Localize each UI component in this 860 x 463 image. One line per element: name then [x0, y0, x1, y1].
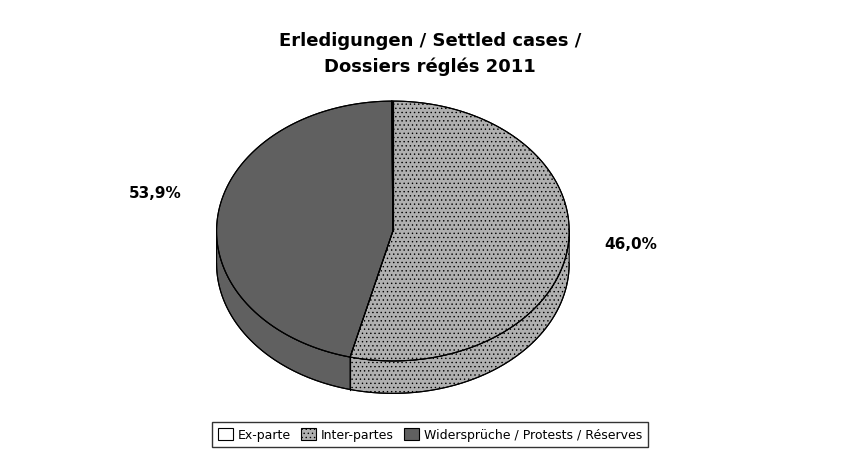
- Polygon shape: [217, 233, 350, 390]
- Polygon shape: [350, 102, 569, 361]
- Text: 53,9%: 53,9%: [128, 185, 181, 200]
- Text: 46,0%: 46,0%: [605, 237, 657, 252]
- Polygon shape: [350, 232, 569, 394]
- Legend: Ex-parte, Inter-partes, Widersprüche / Protests / Réserves: Ex-parte, Inter-partes, Widersprüche / P…: [212, 422, 648, 448]
- Text: Erledigungen / Settled cases /
Dossiers réglés 2011: Erledigungen / Settled cases / Dossiers …: [279, 32, 581, 76]
- Polygon shape: [392, 102, 393, 232]
- Polygon shape: [217, 102, 393, 357]
